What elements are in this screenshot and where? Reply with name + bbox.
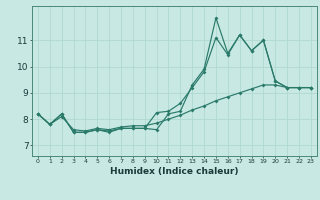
X-axis label: Humidex (Indice chaleur): Humidex (Indice chaleur) — [110, 167, 239, 176]
